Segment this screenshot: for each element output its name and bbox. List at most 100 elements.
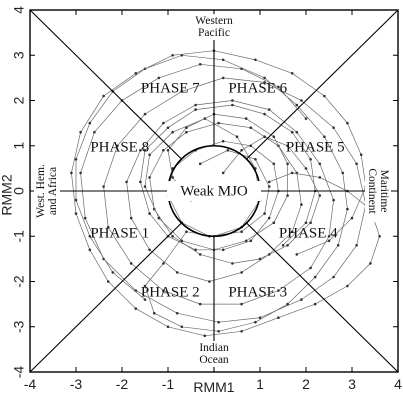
- y-tick-label: 0: [11, 187, 27, 195]
- data-point: [198, 162, 202, 166]
- data-point: [198, 63, 202, 66]
- data-point: [185, 130, 188, 134]
- data-point: [102, 185, 105, 188]
- data-point: [143, 185, 147, 188]
- data-point: [346, 284, 349, 288]
- data-point: [235, 135, 239, 138]
- phase-label: PHASE 5: [286, 139, 345, 155]
- data-point: [258, 316, 262, 320]
- data-point: [327, 239, 331, 243]
- data-point: [263, 135, 266, 138]
- data-point: [258, 257, 262, 261]
- phase-divider-line: [29, 222, 182, 373]
- data-point: [286, 194, 289, 197]
- data-point: [79, 130, 82, 134]
- data-point: [226, 149, 230, 152]
- data-point: [79, 171, 82, 175]
- data-point: [240, 302, 243, 306]
- data-point: [332, 126, 335, 129]
- region-label-bottom-bg: [192, 341, 236, 367]
- data-point: [286, 244, 289, 247]
- region-label-top-text: Western: [195, 15, 233, 27]
- x-tick-label: 2: [302, 376, 310, 392]
- data-point: [286, 144, 289, 148]
- data-point: [88, 235, 92, 238]
- phase-label: PHASE 1: [90, 225, 149, 241]
- data-point: [148, 248, 151, 252]
- region-label-left-bg: [34, 157, 60, 225]
- region-label-left: West. Hem. and Africa: [34, 157, 60, 225]
- phase-label: PHASE 8: [90, 139, 149, 155]
- region-label-right-text: Maritime: [378, 170, 390, 213]
- data-point: [272, 135, 276, 138]
- data-point: [369, 262, 372, 265]
- x-tick-label: -4: [24, 376, 37, 392]
- x-tick-label: 4: [394, 376, 402, 392]
- y-tick-label: 4: [11, 6, 27, 14]
- data-point: [378, 235, 381, 238]
- region-label-top-text: Pacific: [198, 27, 230, 39]
- data-point: [277, 85, 280, 89]
- trajectory-line: [71, 50, 380, 337]
- data-point: [148, 212, 151, 215]
- data-point: [231, 262, 234, 265]
- x-tick-label: -1: [162, 376, 175, 392]
- data-point: [231, 103, 234, 107]
- data-point: [254, 320, 257, 324]
- data-point: [263, 76, 266, 80]
- data-point: [304, 117, 308, 120]
- data-point: [143, 112, 147, 116]
- data-point: [152, 311, 156, 315]
- data-point: [74, 212, 78, 215]
- data-point: [332, 275, 335, 279]
- data-point: [194, 103, 197, 107]
- region-label-left-text: and Africa: [47, 167, 59, 215]
- data-point: [313, 275, 317, 279]
- data-point: [332, 198, 335, 202]
- trajectory-line: [80, 63, 367, 323]
- data-point: [143, 298, 147, 301]
- data-point: [171, 130, 174, 134]
- data-point: [139, 149, 142, 152]
- axis-ticks: -4 -3 -2 -1 1 2 3 4 -4 -3 -2 -1 0 1 2 3 4: [11, 6, 402, 392]
- data-point: [323, 94, 326, 98]
- data-point: [217, 330, 220, 333]
- data-point: [221, 58, 225, 62]
- data-point: [116, 144, 119, 148]
- data-point: [346, 121, 349, 125]
- phase-label: PHASE 7: [141, 81, 200, 97]
- data-point: [171, 54, 174, 57]
- data-point: [198, 253, 202, 256]
- data-point: [286, 162, 289, 166]
- data-point: [74, 198, 78, 202]
- region-label-left-text: West. Hem.: [35, 164, 47, 218]
- region-label-right-text: Continent: [366, 168, 378, 214]
- data-point: [194, 248, 197, 252]
- data-point: [300, 99, 303, 102]
- data-point: [341, 171, 345, 175]
- data-point: [198, 302, 202, 306]
- data-point: [162, 289, 165, 292]
- data-point: [148, 176, 151, 179]
- region-label-top-bg: [189, 14, 239, 40]
- data-point: [231, 99, 234, 102]
- data-point: [327, 235, 331, 238]
- data-point: [249, 144, 253, 148]
- data-point: [217, 320, 220, 324]
- data-point: [267, 185, 271, 188]
- data-point: [83, 216, 87, 220]
- data-point: [74, 158, 78, 161]
- data-point: [139, 180, 142, 184]
- y-tick-label: -3: [11, 320, 27, 333]
- x-tick-label: 1: [256, 376, 264, 392]
- data-point: [162, 149, 165, 152]
- data-point: [290, 130, 294, 134]
- data-point: [171, 235, 174, 238]
- data-point: [309, 266, 312, 270]
- phase-label: PHASE 6: [228, 81, 287, 97]
- data-point: [106, 280, 110, 283]
- data-point: [267, 180, 271, 184]
